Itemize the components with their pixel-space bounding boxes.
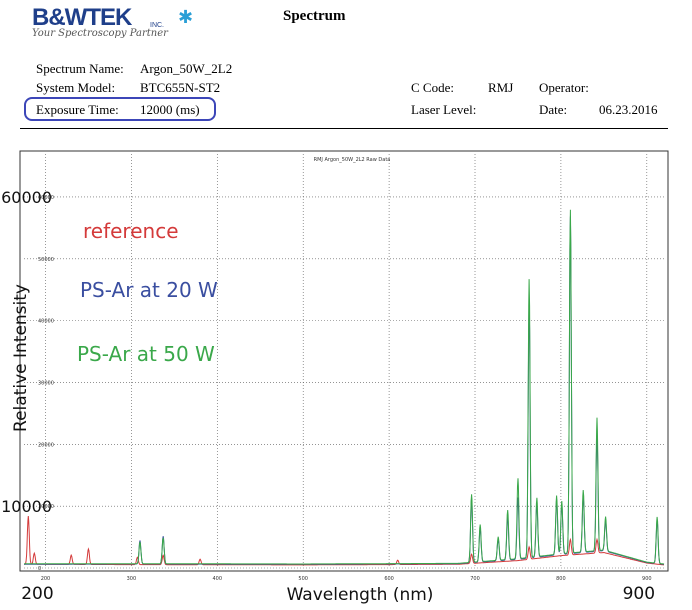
logo-star-icon: ✱: [178, 7, 194, 27]
legend-label-1: PS-Ar at 20 W: [80, 278, 218, 302]
y-tick-label: 50000: [38, 257, 54, 263]
ccode-row: C Code: RMJ Operator:: [411, 80, 589, 95]
exposure-time-value: 12000 (ms): [140, 102, 200, 117]
series-line-2: [24, 209, 665, 565]
x-tick-label: 400: [213, 576, 223, 582]
y-tick-label: 30000: [38, 380, 54, 386]
legend-label-2: PS-Ar at 50 W: [77, 342, 215, 366]
ccode-label: C Code:: [411, 80, 454, 95]
page-title: Spectrum: [283, 8, 346, 24]
logo-text: B&WTEK: [32, 4, 132, 31]
logo-tagline: Your Spectroscopy Partner: [32, 28, 168, 39]
system-model-label: System Model:: [36, 80, 116, 95]
ccode-value: RMJ: [488, 80, 514, 95]
operator-label: Operator:: [539, 80, 589, 95]
x-tick-label: 900: [642, 576, 652, 582]
x-tick-label: 200: [41, 576, 51, 582]
y-axis-annotation: 10000: [1, 497, 52, 516]
system-model-value: BTC655N-ST2: [140, 80, 221, 95]
x-axis-label: Wavelength (nm): [287, 585, 434, 605]
y-axis-label: Relative Intensity: [11, 284, 31, 432]
tick-layer: 200 300 400 500 600 700 800 900 0 10000 20000 30000…: [38, 195, 652, 582]
y-tick-label: 40000: [38, 319, 54, 325]
x-tick-label: 300: [127, 576, 137, 582]
spectrum-name-value: Argon_50W_2L2: [140, 61, 233, 76]
date-label: Date:: [539, 102, 568, 117]
exposure-time-label: Exposure Time:: [36, 102, 119, 117]
spectrum-chart: RMJ Argon_50W_2L2 Raw Data 200 300 400 500 6…: [1, 150, 669, 605]
y-tick-label: 10000: [38, 504, 54, 510]
y-tick-label: 0: [38, 566, 41, 572]
header-divider: [20, 128, 668, 129]
y-tick-label: 20000: [38, 442, 54, 448]
x-tick-label: 700: [470, 576, 480, 582]
logo-inc: INC.: [150, 22, 164, 29]
company-logo: B&WTEK INC. ✱: [32, 6, 222, 46]
x-tick-label: 800: [556, 576, 566, 582]
spectrum-name-row: Spectrum Name: Argon_50W_2L2: [36, 61, 232, 76]
series-line-0: [24, 516, 664, 566]
legend-label-0: reference: [83, 219, 179, 243]
laser-row: Laser Level: Date: 06.23.2016: [411, 102, 658, 117]
spectrum-name-label: Spectrum Name:: [36, 61, 124, 76]
x-axis-annotation: 900: [623, 584, 655, 604]
grid-layer: [24, 154, 664, 569]
laser-level-label: Laser Level:: [411, 102, 477, 117]
y-tick-label: 60000: [38, 195, 54, 201]
x-tick-label: 500: [298, 576, 308, 582]
chart-title: RMJ Argon_50W_2L2 Raw Data: [314, 157, 391, 163]
annotation-layer: 60000 10000 200 900 Wavelength (nm) Relative …: [1, 188, 655, 605]
y-axis-annotation: 60000: [1, 188, 52, 207]
x-axis-annotation: 200: [21, 584, 53, 604]
exposure-highlight-ring: [24, 97, 216, 121]
x-tick-label: 600: [384, 576, 394, 582]
exposure-time-row: Exposure Time: 12000 (ms): [36, 102, 200, 117]
chart-frame: [19, 150, 669, 572]
legend-layer: reference PS-Ar at 20 W PS-Ar at 50 W: [77, 219, 218, 366]
date-value: 06.23.2016: [599, 102, 658, 117]
series-layer: [24, 209, 665, 566]
system-model-row: System Model: BTC655N-ST2: [36, 80, 220, 95]
